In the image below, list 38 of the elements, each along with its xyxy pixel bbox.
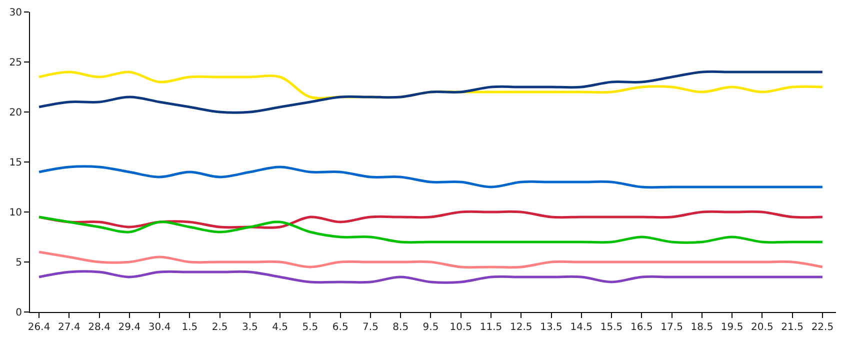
- y-tick-label: 5: [16, 258, 22, 268]
- line-series: [38, 216, 824, 244]
- y-tick-label: 30: [9, 8, 22, 18]
- x-tick-label: 5.5: [302, 322, 318, 333]
- x-tick-label: 19.5: [720, 322, 744, 333]
- x-tick-label: 4.5: [272, 322, 288, 333]
- x-tick-label: 3.5: [242, 322, 258, 333]
- x-tick-label: 21.5: [781, 322, 804, 333]
- x-tick-label: 7.5: [362, 322, 378, 333]
- x-tick-label: 6.5: [332, 322, 348, 333]
- x-tick-label: 26.4: [28, 322, 50, 333]
- x-tick-label: 28.4: [88, 322, 110, 333]
- y-tick-label: 20: [9, 108, 22, 118]
- y-tick-label: 0: [16, 308, 22, 318]
- line-series: [38, 250, 824, 269]
- x-tick-label: 9.5: [422, 322, 439, 333]
- x-tick-label: 15.5: [600, 322, 623, 333]
- x-tick-label: 11.5: [480, 322, 502, 333]
- x-tick-label: 13.5: [540, 322, 562, 333]
- x-tick-label: 12.5: [510, 322, 532, 333]
- y-tick-label: 10: [9, 208, 22, 218]
- x-tick-label: 20.5: [751, 322, 774, 333]
- y-tick-label: 15: [9, 158, 22, 168]
- x-tick-label: 2.5: [212, 322, 228, 333]
- x-tick-label: 14.5: [570, 322, 593, 333]
- line-series: [38, 165, 824, 189]
- x-tick-label: 10.5: [450, 322, 472, 333]
- x-tick-label: 1.5: [182, 322, 198, 333]
- x-tick-label: 16.5: [630, 322, 653, 333]
- x-tick-label: 29.4: [118, 322, 141, 333]
- y-tick-label: 25: [9, 58, 22, 68]
- x-tick-label: 22.5: [811, 322, 834, 333]
- x-tick-label: 17.5: [660, 322, 683, 333]
- x-tick-label: 8.5: [392, 322, 409, 333]
- x-tick-label: 18.5: [690, 322, 714, 333]
- x-tick-label: 30.4: [148, 322, 171, 333]
- x-tick-label: 27.4: [58, 322, 80, 333]
- line-series: [38, 70, 824, 114]
